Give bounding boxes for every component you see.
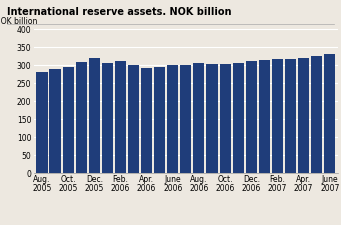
Bar (49, 69, 61, 173)
Bar (36, 72, 47, 173)
Bar (246, 61, 257, 173)
Bar (115, 61, 126, 173)
Bar (272, 59, 283, 173)
Bar (154, 67, 165, 173)
Bar (193, 63, 205, 173)
Bar (128, 65, 139, 173)
Bar (102, 63, 113, 173)
Text: NOK billion: NOK billion (0, 17, 37, 26)
Bar (180, 65, 191, 173)
Bar (259, 60, 270, 173)
Bar (324, 54, 335, 173)
Text: International reserve assets. NOK billion: International reserve assets. NOK billio… (7, 7, 231, 17)
Bar (141, 68, 152, 173)
Bar (233, 63, 244, 173)
Bar (298, 58, 309, 173)
Bar (167, 65, 178, 173)
Bar (76, 62, 87, 173)
Bar (89, 58, 100, 173)
Bar (62, 67, 74, 173)
Bar (311, 56, 322, 173)
Bar (206, 64, 218, 173)
Bar (285, 59, 296, 173)
Bar (220, 64, 231, 173)
